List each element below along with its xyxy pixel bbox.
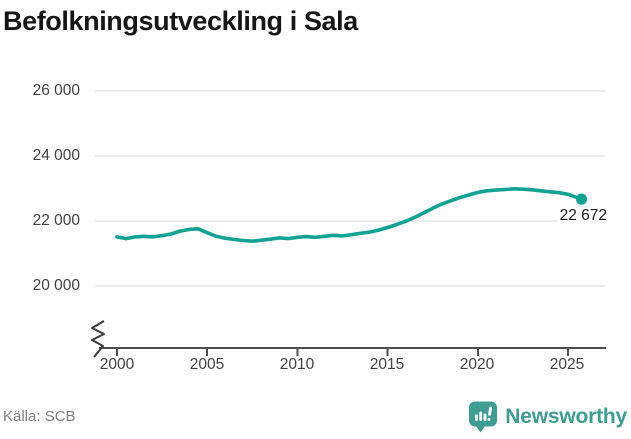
- x-tick-label: 2015: [369, 356, 405, 373]
- newsworthy-wordmark: Newsworthy: [505, 405, 627, 428]
- population-line: [115, 187, 584, 243]
- x-tick-label: 2020: [459, 356, 495, 373]
- x-tick-label: 2010: [279, 356, 315, 373]
- y-tick-label: 24 000: [32, 147, 80, 164]
- end-value-label: 22 672: [556, 206, 608, 225]
- y-tick-label: 20 000: [32, 277, 80, 294]
- y-tick-label: 26 000: [32, 82, 80, 99]
- x-tick-label: 2005: [189, 356, 225, 373]
- newsworthy-logo: Newsworthy: [468, 401, 627, 433]
- newsworthy-bubble-icon: [469, 401, 498, 433]
- end-point-marker: [575, 193, 588, 205]
- y-tick-label: 22 000: [32, 212, 80, 229]
- x-tick-label: 2025: [549, 356, 585, 373]
- chart-title: Befolkningsutveckling i Sala: [3, 6, 358, 36]
- source-label: Källa: SCB: [3, 408, 76, 425]
- x-tick-label: 2000: [99, 356, 135, 373]
